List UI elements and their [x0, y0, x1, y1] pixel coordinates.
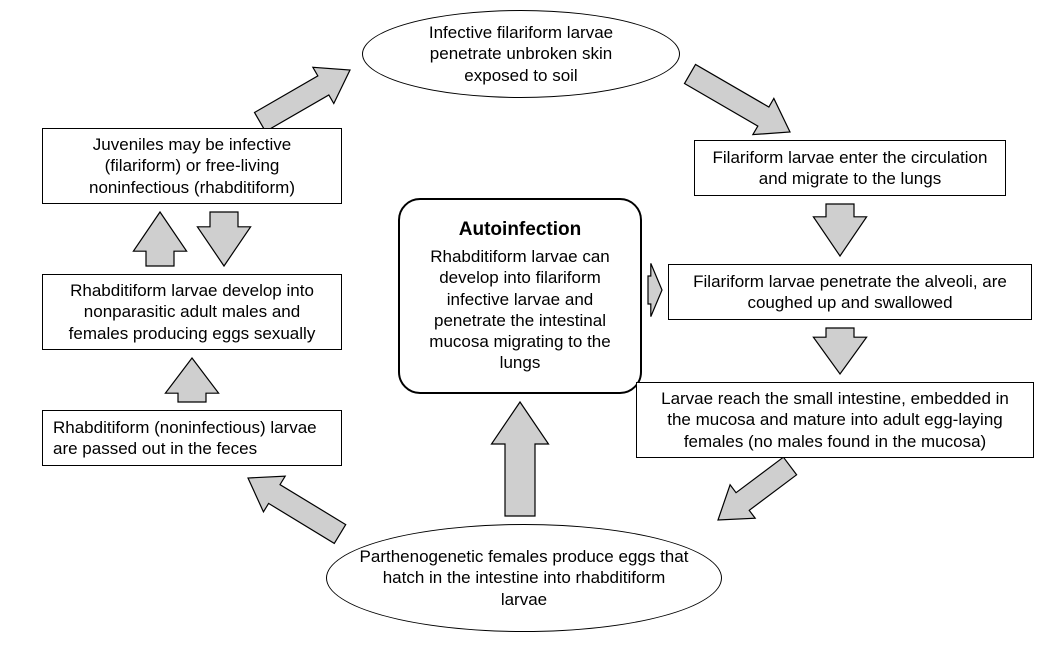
arrow-feces_to_nonparasitic: [165, 358, 218, 402]
node-title: Autoinfection: [459, 218, 581, 242]
node-penetrate-alveoli: Filariform larvae penetrate the alveoli,…: [668, 264, 1032, 320]
node-label: Juveniles may be infective (filariform) …: [53, 134, 331, 198]
arrow-top_to_circulation: [684, 64, 790, 134]
node-small-intestine: Larvae reach the small intestine, embedd…: [636, 382, 1034, 458]
node-label: Infective filariform larvae penetrate un…: [397, 22, 646, 86]
arrow-juv_to_nonparasitic_dn: [197, 212, 250, 266]
node-nonparasitic: Rhabditiform larvae develop into nonpara…: [42, 274, 342, 350]
node-label: Parthenogenetic females produce eggs tha…: [359, 546, 688, 610]
node-label: Filariform larvae enter the circulation …: [705, 147, 995, 190]
arrow-nonparasitic_to_juv_up: [133, 212, 186, 266]
node-juveniles: Juveniles may be infective (filariform) …: [42, 128, 342, 204]
arrow-alveoli_to_intestine: [813, 328, 866, 374]
node-label: Rhabditiform (noninfectious) larvae are …: [53, 417, 331, 460]
arrow-bottom_to_feces: [248, 476, 346, 543]
node-autoinfection: Autoinfection Rhabditiform larvae can de…: [398, 198, 642, 394]
arrow-bottom_to_autoinfection: [492, 402, 549, 516]
node-label: Rhabditiform larvae can develop into fil…: [410, 246, 630, 374]
node-bottom-ellipse: Parthenogenetic females produce eggs tha…: [326, 524, 722, 632]
node-top-ellipse: Infective filariform larvae penetrate un…: [362, 10, 680, 98]
node-label: Larvae reach the small intestine, embedd…: [647, 388, 1023, 452]
node-label: Rhabditiform larvae develop into nonpara…: [53, 280, 331, 344]
arrow-intestine_to_bottom: [718, 457, 797, 520]
flowchart-stage: Infective filariform larvae penetrate un…: [0, 0, 1050, 653]
arrow-juveniles_to_top: [254, 67, 350, 131]
node-passed-feces: Rhabditiform (noninfectious) larvae are …: [42, 410, 342, 466]
arrow-circulation_to_alveoli: [813, 204, 866, 256]
node-label: Filariform larvae penetrate the alveoli,…: [679, 271, 1021, 314]
node-enter-circulation: Filariform larvae enter the circulation …: [694, 140, 1006, 196]
arrow-autoinfection_to_alveoli: [648, 263, 662, 316]
